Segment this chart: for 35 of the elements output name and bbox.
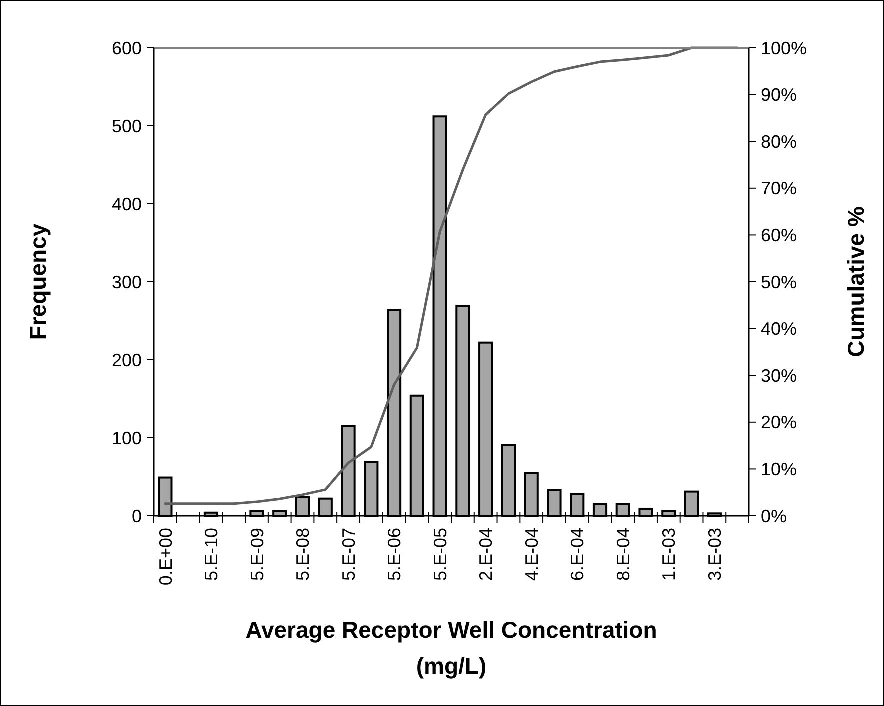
x-tick-label: 5.E-05 (430, 528, 450, 582)
y-tick-label: 600 (112, 38, 142, 58)
line-series (164, 46, 739, 506)
y2-tick-label: 10% (761, 460, 798, 480)
y-tick-label: 0 (132, 506, 142, 526)
y-axis-title: Frequency (25, 224, 52, 340)
y2-tick-label: 40% (761, 319, 798, 340)
x-tick-label: 6.E-04 (568, 528, 588, 582)
x-tick-label: 5.E-09 (247, 528, 268, 582)
x-tick-label: 0.E+00 (156, 528, 176, 586)
x-axis-title: Average Receptor Well Concentration (mg/L) (246, 617, 658, 679)
x-tick-label: 8.E-04 (613, 528, 634, 582)
x-tick-label: 4.E-04 (522, 528, 542, 582)
y2-tick-label: 0% (761, 506, 788, 526)
x-tick-label: 5.E-08 (293, 528, 314, 582)
y2-tick-label: 80% (761, 132, 798, 152)
y2-tick-label: 20% (761, 412, 798, 433)
y2-tick-label: 60% (761, 226, 798, 246)
x-tick-label: 2.E-04 (476, 528, 496, 582)
y-tick-label: 400 (112, 194, 142, 214)
y-tick-label: 300 (112, 272, 142, 292)
x-tick-label: 5.E-06 (384, 528, 405, 582)
y2-axis-title: Cumulative % (843, 206, 870, 358)
y2-tick-label: 100% (761, 38, 808, 58)
y-tick-label: 100 (112, 428, 142, 448)
y-tick-label: 500 (112, 116, 142, 136)
x-tick-label: 3.E-03 (704, 528, 725, 582)
x-tick-label: 5.E-10 (202, 528, 222, 582)
y2-tick-label: 30% (761, 366, 798, 386)
x-tick-label: 5.E-07 (338, 528, 359, 582)
y-tick-label: 200 (112, 350, 142, 370)
y2-tick-label: 50% (761, 272, 798, 292)
x-tick-label: 1.E-03 (659, 528, 680, 582)
y2-tick-label: 70% (761, 178, 798, 199)
y2-tick-label: 90% (761, 85, 798, 106)
